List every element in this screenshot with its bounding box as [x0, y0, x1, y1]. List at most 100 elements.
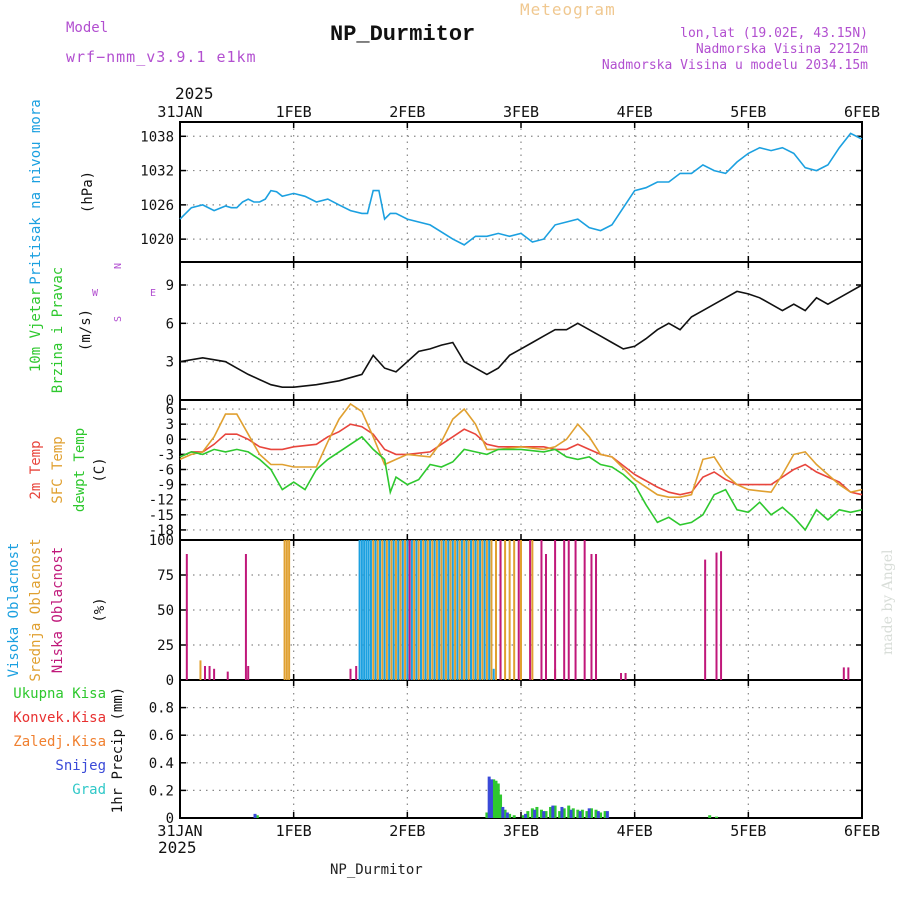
- high-cloud-title: Visoka Oblacnost: [6, 543, 22, 678]
- bar-cloud: [226, 671, 229, 680]
- compass-west: W: [92, 288, 99, 299]
- bar-cloud: [429, 540, 432, 680]
- y-tick-label: -6: [157, 462, 174, 478]
- bar-precip: [496, 783, 500, 818]
- bar-precip: [535, 806, 539, 818]
- y-tick-label: 1032: [140, 164, 174, 180]
- x-tick-label-top: 31JAN: [157, 103, 202, 121]
- y-tick-label: 3: [166, 417, 174, 433]
- y-tick-label: 75: [157, 568, 174, 584]
- x-tick-label-bottom: 4FEB: [617, 822, 653, 840]
- bar-cloud: [474, 540, 477, 680]
- y-tick-label: 50: [157, 603, 174, 619]
- y-tick-label: 100: [149, 533, 174, 549]
- bar-precip: [569, 809, 573, 818]
- y-tick-label: 9: [166, 278, 174, 294]
- bar-cloud: [595, 554, 598, 680]
- y-tick-label: 6: [166, 316, 174, 332]
- year-label-top: 2025: [175, 84, 214, 103]
- bar-precip: [553, 805, 557, 818]
- bar-cloud: [574, 540, 577, 680]
- x-tick-label-bottom: 3FEB: [503, 822, 539, 840]
- bar-cloud: [410, 540, 413, 680]
- bar-precip: [530, 808, 534, 818]
- bar-cloud: [463, 540, 466, 680]
- precip-legend-item: Konvek.Kisa: [13, 710, 106, 726]
- bar-precip: [562, 808, 566, 818]
- mid-cloud-title: Srednja Oblacnost: [28, 538, 44, 681]
- bar-cloud: [490, 540, 493, 680]
- bar-cloud: [590, 554, 593, 680]
- bar-cloud: [244, 554, 247, 680]
- model-label: Model: [66, 20, 109, 36]
- bar-cloud: [369, 540, 372, 680]
- bar-cloud: [715, 552, 718, 680]
- cloud-unit: (%): [92, 597, 108, 622]
- bar-precip: [585, 811, 589, 818]
- x-tick-label-bottom: 1FEB: [276, 822, 312, 840]
- bar-precip: [524, 813, 528, 818]
- bar-cloud: [517, 540, 520, 680]
- bar-cloud: [704, 559, 707, 680]
- dewpt-axis-title: dewpt Temp: [72, 428, 88, 512]
- pressure-axis-title: Pritisak na nivou mora: [28, 99, 44, 284]
- bar-cloud: [285, 540, 288, 680]
- bar-cloud: [358, 540, 361, 680]
- y-tick-label: 1026: [140, 198, 174, 214]
- y-tick-label: 0.8: [149, 701, 174, 717]
- x-tick-label-top: 3FEB: [503, 103, 539, 121]
- temp2m-axis-title: 2m Temp: [28, 440, 44, 499]
- bar-cloud: [419, 540, 422, 680]
- bar-cloud: [481, 540, 484, 680]
- bar-precip: [599, 812, 603, 818]
- bar-precip: [587, 808, 591, 818]
- bar-cloud: [385, 540, 388, 680]
- pressure-unit: (hPa): [80, 171, 96, 213]
- bar-cloud: [465, 540, 468, 680]
- bar-cloud: [540, 540, 543, 680]
- x-tick-label-top: 2FEB: [389, 103, 425, 121]
- bar-cloud: [283, 540, 286, 680]
- bar-cloud: [185, 554, 188, 680]
- bar-cloud: [531, 540, 534, 680]
- bar-cloud: [422, 540, 425, 680]
- compass-north: N: [113, 263, 124, 269]
- bar-cloud: [492, 668, 495, 680]
- footer-station: NP_Durmitor: [330, 862, 423, 878]
- bar-cloud: [449, 540, 452, 680]
- bar-cloud: [483, 540, 486, 680]
- compass-east: E: [150, 288, 156, 299]
- bar-cloud: [381, 540, 384, 680]
- bar-precip: [253, 813, 257, 818]
- precip-legend-item: Grad: [72, 782, 106, 798]
- bar-cloud: [529, 540, 532, 680]
- bar-cloud: [417, 540, 420, 680]
- bar-precip: [589, 808, 593, 818]
- series-line-temperature: [179, 423, 863, 496]
- bar-cloud: [563, 540, 566, 680]
- bar-cloud: [379, 540, 382, 680]
- station-elevation: Nadmorska Visina 2212m: [695, 42, 868, 57]
- y-tick-label: -3: [157, 447, 174, 463]
- low-cloud-title: Niska Oblacnost: [50, 547, 66, 673]
- bar-precip: [505, 812, 509, 818]
- x-tick-label-bottom: 31JAN: [157, 822, 202, 840]
- y-tick-label: -9: [157, 478, 174, 494]
- bar-cloud: [399, 540, 402, 680]
- bar-cloud: [842, 667, 845, 680]
- bar-precip: [558, 811, 562, 818]
- bar-precip: [494, 780, 498, 818]
- bar-precip: [551, 805, 555, 818]
- bar-cloud: [454, 540, 457, 680]
- bar-cloud: [208, 666, 211, 680]
- precip-axis-title: 1hr Precip (mm): [110, 687, 126, 813]
- y-tick-label: 1038: [140, 129, 174, 145]
- bar-cloud: [513, 540, 516, 680]
- bar-cloud: [485, 540, 488, 680]
- bar-cloud: [472, 540, 475, 680]
- bar-precip: [580, 809, 584, 818]
- bar-cloud: [383, 540, 386, 680]
- series-line-temperature: [179, 435, 863, 532]
- bar-cloud: [365, 540, 368, 680]
- bar-cloud: [620, 673, 623, 680]
